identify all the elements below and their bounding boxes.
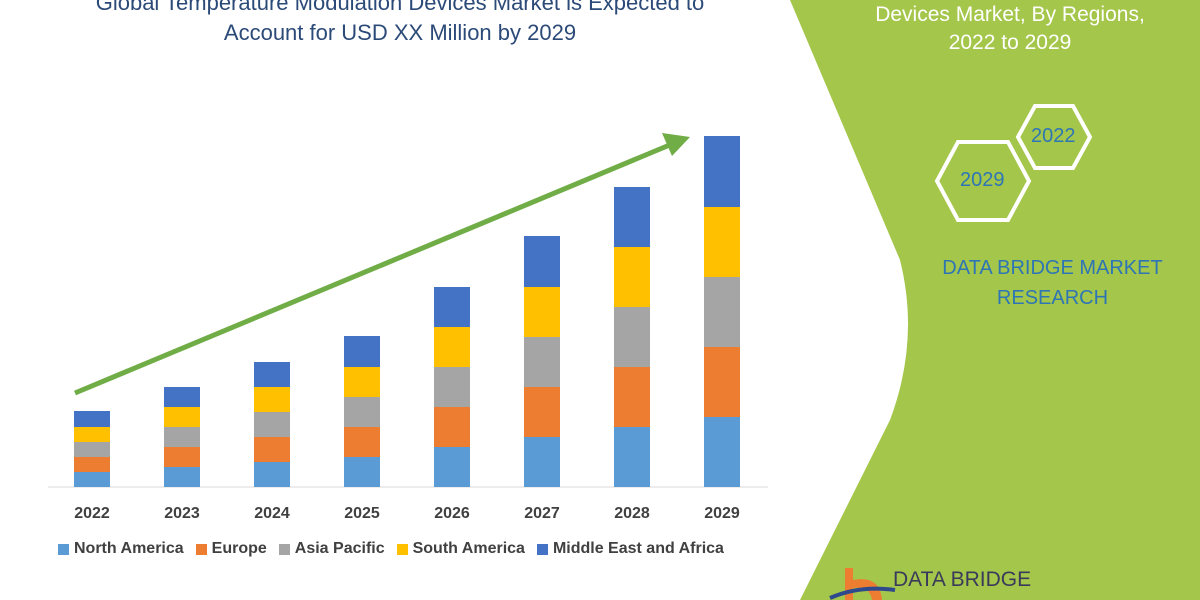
brand-line2: RESEARCH [996, 287, 1109, 309]
green-panel [790, 0, 1200, 600]
bar-segment-2028-north-america [614, 427, 650, 487]
x-tick-label: 2022 [74, 505, 110, 522]
bar-segment-2023-south-america [164, 407, 200, 427]
bar-segment-2023-north-america [164, 467, 200, 487]
bar-segment-2022-asia-pacific [74, 442, 110, 457]
bar-segment-2022-middle-east-and-africa [74, 411, 110, 427]
bar-segment-2022-europe [74, 457, 110, 472]
chart-title-line2: Account for USD XX Million by 2029 [223, 20, 577, 45]
bar-segment-2022-north-america [74, 472, 110, 487]
bar-segment-2026-north-america [434, 447, 470, 487]
bar-segment-2023-middle-east-and-africa [164, 387, 200, 407]
bar-segment-2024-middle-east-and-africa [254, 362, 290, 387]
panel-title-line2: 2022 to 2029 [948, 31, 1072, 54]
bar-segment-2025-europe [344, 427, 380, 457]
bar-segment-2029-asia-pacific [704, 277, 740, 347]
bar-segment-2029-middle-east-and-africa [704, 136, 740, 207]
legend-swatch [58, 543, 69, 555]
bar-segment-2027-europe [524, 387, 560, 437]
legend-item: Asia Pacific [278, 540, 385, 558]
bar-segment-2023-europe [164, 447, 200, 467]
legend-label: South America [412, 540, 525, 557]
legend-item: South America [396, 540, 525, 558]
bar-segment-2028-middle-east-and-africa [614, 187, 650, 247]
legend-label: Europe [211, 540, 267, 557]
x-tick-label: 2023 [164, 505, 200, 522]
chart-area: 2022 2023 2024 2025 2026 2027 2028 2029 [48, 133, 768, 522]
bar-segment-2024-south-america [254, 387, 290, 412]
brand-line1: DATA BRIDGE MARKET [942, 257, 1163, 279]
bar-segment-2026-asia-pacific [434, 367, 470, 407]
logo-mark [829, 568, 896, 600]
bar-segment-2025-south-america [344, 367, 380, 397]
bar-segment-2029-europe [704, 347, 740, 417]
legend-swatch [195, 543, 207, 555]
legend-swatch [396, 543, 408, 555]
bar-segment-2024-north-america [254, 462, 290, 487]
bar-segment-2022-south-america [74, 427, 110, 442]
legend-label: Middle East and Africa [552, 540, 724, 557]
legend-item: North America [58, 540, 184, 558]
logo-text: DATA BRIDGE [893, 568, 1032, 591]
x-tick-label: 2027 [524, 505, 560, 522]
bar-segment-2024-europe [254, 437, 290, 462]
hex-2022 [1015, 104, 1093, 170]
bar-segment-2028-europe [614, 367, 650, 427]
chart-title-line1: Global Temperature Modulation Devices Ma… [95, 0, 705, 15]
hex-label-2029: 2029 [960, 169, 1005, 191]
bar-segment-2026-south-america [434, 327, 470, 367]
bar-segment-2023-asia-pacific [164, 427, 200, 447]
bar-segment-2025-middle-east-and-africa [344, 336, 380, 367]
x-tick-label: 2029 [704, 505, 740, 522]
bar-segment-2026-europe [434, 407, 470, 447]
legend-item: Middle East and Africa [536, 540, 724, 558]
bar-segment-2028-south-america [614, 247, 650, 307]
x-tick-label: 2024 [254, 505, 290, 522]
bar-segment-2025-asia-pacific [344, 397, 380, 427]
x-tick-label: 2028 [614, 505, 650, 522]
x-tick-label: 2025 [344, 505, 380, 522]
trend-arrow-head [662, 133, 690, 156]
bar-segment-2027-north-america [524, 437, 560, 487]
bar-segment-2027-south-america [524, 287, 560, 337]
bar-segment-2026-middle-east-and-africa [434, 287, 470, 327]
panel-title-line1: Devices Market, By Regions, [875, 3, 1145, 26]
legend-swatch [278, 543, 290, 555]
bar-segment-2029-south-america [704, 207, 740, 277]
bar-segment-2028-asia-pacific [614, 307, 650, 367]
x-tick-label: 2026 [434, 505, 470, 522]
legend-label: North America [74, 540, 184, 557]
hex-label-2022: 2022 [1031, 125, 1076, 147]
legend-swatch [536, 543, 548, 555]
bar-segment-2029-north-america [704, 417, 740, 487]
bar-segment-2027-middle-east-and-africa [524, 236, 560, 287]
bar-segment-2025-north-america [344, 457, 380, 487]
legend-label: Asia Pacific [294, 540, 385, 557]
hex-2029 [934, 140, 1032, 222]
bar-segment-2024-asia-pacific [254, 412, 290, 437]
trend-arrow-line [74, 141, 673, 396]
bar-segment-2027-asia-pacific [524, 337, 560, 387]
legend: North America Europe Asia Pacific South Ame… [58, 540, 724, 558]
legend-item: Europe [195, 540, 267, 558]
